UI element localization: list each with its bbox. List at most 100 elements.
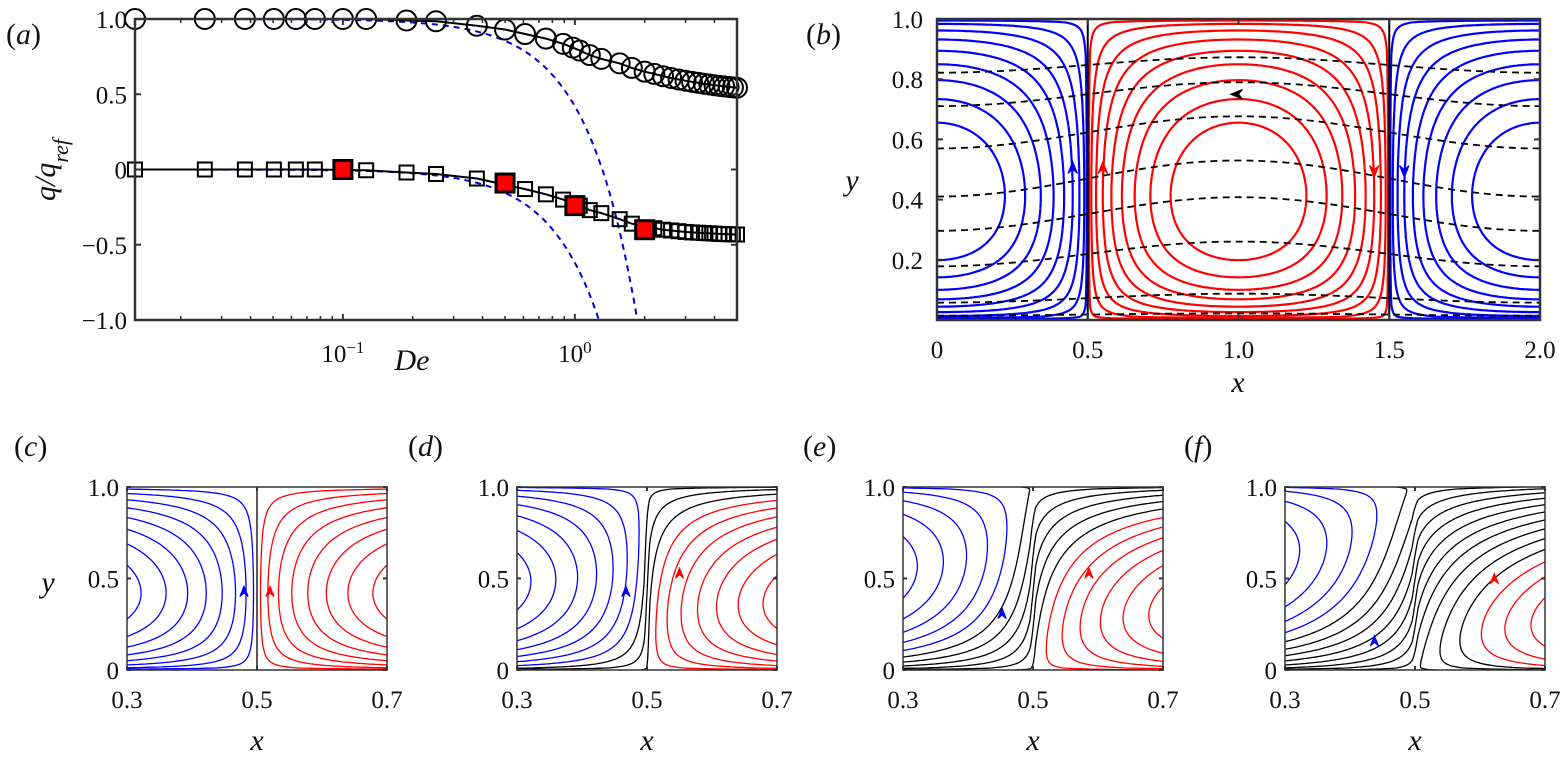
x-tick-label: 1.0 — [1223, 337, 1254, 364]
panel-label-b: (b) — [806, 18, 841, 51]
blue-streamline — [127, 528, 189, 648]
red-streamline — [267, 492, 387, 669]
dashed-material-line — [937, 159, 1540, 198]
blue-streamline — [127, 507, 223, 662]
x-tick-label: 0.7 — [371, 687, 402, 714]
square-marker — [265, 161, 282, 178]
red-streamline — [1079, 537, 1163, 667]
red-streamline — [325, 528, 387, 648]
blue-streamline — [937, 49, 1540, 308]
y-tick-label: 1.0 — [96, 7, 127, 34]
x-tick-label: 0.7 — [761, 687, 792, 714]
red-streamline — [372, 564, 387, 620]
x-tick-label: 0.5 — [631, 687, 662, 714]
blue-streamline — [517, 487, 640, 667]
x-tick-label: 0.3 — [111, 687, 142, 714]
highlighted-square-marker — [634, 219, 656, 241]
square-marker — [196, 161, 213, 178]
blue-flow-arrow — [621, 584, 631, 597]
dashed-material-line — [937, 81, 1540, 107]
x-tick-label: 0.7 — [1529, 687, 1560, 714]
circle-marker — [643, 62, 666, 85]
red-flow-arrow — [674, 566, 685, 579]
square-marker — [517, 181, 534, 198]
circle-marker — [620, 56, 643, 79]
blue-streamline — [937, 22, 1540, 319]
red-streamline — [696, 526, 777, 662]
a-ylabel: q/qref — [29, 136, 73, 201]
blue-flow-arrow — [239, 584, 249, 597]
circle-marker — [608, 52, 631, 75]
blue-streamline — [1285, 500, 1328, 608]
red-streamline — [1090, 22, 1387, 319]
circle-marker — [578, 44, 601, 67]
circle-marker — [425, 10, 448, 33]
blue-streamline — [937, 121, 1540, 262]
blue-flow-arrow — [1369, 634, 1380, 647]
x-tick-label: 0.3 — [887, 687, 918, 714]
panel-f-streamlines: 0.3 0.5 0.7 0 0.5 1.0 x — [1246, 475, 1561, 757]
red-streamline — [1504, 576, 1545, 660]
f-xlabel: x — [1407, 724, 1422, 757]
x-tick-label: 0 — [931, 337, 944, 364]
black-streamline — [903, 487, 1031, 658]
circle-marker — [534, 27, 557, 50]
black-streamline — [903, 494, 1163, 669]
red-streamline — [307, 516, 387, 656]
blue-streamline — [517, 529, 557, 630]
black-streamline — [1459, 548, 1545, 670]
y-tick-label: 1.0 — [892, 7, 923, 34]
d-xlabel: x — [639, 724, 654, 757]
black-streamline — [1333, 519, 1545, 670]
red-streamline — [1149, 98, 1328, 279]
x-tick-label: 0.5 — [241, 687, 272, 714]
black-streamline — [1285, 492, 1545, 662]
c-ylabel: y — [38, 566, 55, 599]
blue-streamline — [127, 516, 207, 656]
y-tick-label: 0.5 — [864, 567, 895, 594]
x-tick-label: 100 — [558, 338, 592, 369]
panel-d-streamlines: 0.3 0.5 0.7 0 0.5 1.0 x — [478, 475, 793, 757]
square-marker — [236, 161, 253, 178]
square-marker — [398, 164, 415, 181]
red-streamline — [1101, 38, 1376, 314]
black-streamline — [903, 500, 1163, 670]
x-tick-label: 0.5 — [1072, 337, 1103, 364]
y-tick-label: 1.0 — [864, 475, 895, 502]
black-streamline — [1285, 497, 1545, 666]
panel-label-e: (e) — [803, 430, 836, 463]
blue-streamline — [1285, 520, 1301, 586]
y-tick-label: 0 — [1265, 658, 1278, 685]
blue-streamline — [903, 500, 968, 633]
y-tick-label: 0 — [107, 658, 120, 685]
blue-streamline — [517, 489, 628, 663]
black-streamline — [903, 487, 1163, 663]
blue-flow-arrow — [997, 606, 1007, 619]
red-streamline — [655, 499, 777, 670]
red-streamline — [291, 507, 387, 662]
red-streamline — [1099, 549, 1163, 663]
red-flow-arrow — [1368, 165, 1380, 179]
highlighted-square-marker — [332, 159, 354, 180]
circle-marker — [395, 9, 418, 32]
red-streamline — [1530, 597, 1545, 647]
red-streamline — [715, 538, 777, 656]
red-flow-arrow — [1097, 160, 1109, 174]
red-streamline — [1148, 586, 1163, 639]
x-tick-label: 0.3 — [501, 687, 532, 714]
red-streamline — [762, 575, 777, 630]
y-tick-label: 0 — [497, 658, 510, 685]
circles-line — [135, 19, 737, 89]
circle-marker — [465, 14, 488, 37]
asymptote-upper-curve — [135, 19, 639, 320]
square-marker — [537, 186, 554, 203]
panel-a-flow-rate-chart: 10−1 100 1.0 0.5 0 −0.5 −1.0 De q/qref — [29, 7, 748, 377]
red-flow-arrow — [265, 584, 275, 597]
blue-streamline — [517, 515, 579, 642]
y-tick-label: 1.0 — [88, 475, 119, 502]
red-streamline — [666, 507, 777, 669]
y-tick-label: 0.5 — [96, 82, 127, 109]
circle-marker — [514, 23, 537, 46]
dashed-material-line — [937, 196, 1540, 232]
